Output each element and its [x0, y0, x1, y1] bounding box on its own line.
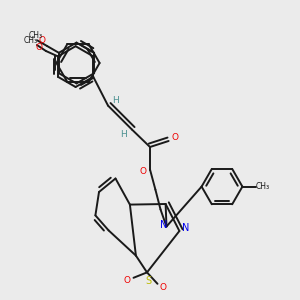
- Text: O: O: [36, 43, 43, 52]
- Text: CH₃: CH₃: [24, 36, 38, 45]
- Text: H: H: [120, 130, 127, 139]
- Text: O: O: [140, 167, 147, 176]
- Text: S: S: [146, 276, 152, 286]
- Text: H: H: [112, 96, 119, 105]
- Text: O: O: [159, 283, 167, 292]
- Text: O: O: [38, 36, 45, 45]
- Text: CH₃: CH₃: [29, 31, 43, 40]
- Text: O: O: [171, 134, 178, 142]
- Text: O: O: [124, 276, 131, 285]
- Text: N: N: [160, 220, 168, 230]
- Text: CH₃: CH₃: [256, 182, 270, 191]
- Text: N: N: [182, 223, 190, 233]
